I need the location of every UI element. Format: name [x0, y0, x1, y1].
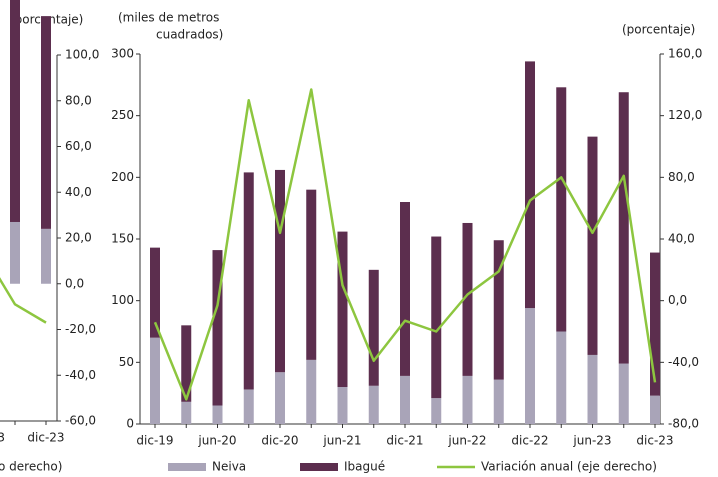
bar	[10, 0, 20, 222]
bar	[243, 389, 254, 424]
legend-swatch	[300, 463, 338, 471]
bar	[493, 379, 504, 424]
bar	[337, 231, 348, 387]
bar	[431, 236, 442, 399]
y2-tick-label: 60,0	[65, 139, 92, 153]
x-tick-label: dic-19	[136, 434, 173, 448]
bar	[150, 337, 160, 424]
bar	[306, 189, 317, 360]
bar	[618, 363, 629, 424]
y-tick-label: 50	[119, 355, 134, 369]
x-tick-label: jun-22	[447, 434, 486, 448]
bar	[181, 401, 192, 424]
bar	[462, 222, 473, 376]
y2-axis-label: (porcentaje)	[622, 23, 695, 37]
x-tick-label: dic-23	[636, 434, 673, 448]
bar	[10, 221, 20, 284]
bar	[212, 405, 223, 424]
y-tick-label: 200	[111, 170, 134, 184]
legend-label: o derecho)	[0, 460, 62, 474]
bar	[243, 172, 254, 390]
bar	[275, 169, 285, 373]
legend-label: Ibagué	[344, 460, 385, 474]
y2-tick-label: 120,0	[668, 108, 702, 122]
bar	[650, 252, 660, 396]
legend-label: Variación anual (eje derecho)	[481, 460, 657, 474]
y2-tick-label: 100,0	[65, 48, 99, 62]
x-tick-label: jun-20	[197, 434, 236, 448]
bar	[525, 308, 535, 424]
y2-tick-label: 160,0	[668, 47, 702, 61]
bar	[650, 395, 660, 424]
line	[0, 277, 47, 324]
bar	[400, 375, 410, 424]
bar	[181, 325, 192, 402]
x-tick-label: dic-20	[261, 434, 298, 448]
y-tick-label: 100	[111, 293, 134, 307]
bar	[400, 202, 410, 376]
bar	[368, 269, 379, 386]
y2-tick-label: 80,0	[668, 170, 695, 184]
y2-tick-label: 0,0	[65, 276, 84, 290]
bar	[493, 240, 504, 380]
y-tick-label: 300	[111, 47, 134, 61]
bar	[150, 247, 160, 338]
y2-tick-label: 0,0	[668, 293, 687, 307]
bar	[618, 92, 629, 364]
bar	[431, 398, 442, 424]
bar	[556, 87, 567, 332]
bar	[212, 250, 223, 406]
line	[153, 88, 657, 401]
y2-tick-label: 20,0	[65, 231, 92, 245]
bar	[525, 61, 535, 309]
x-tick-label: dic-22	[511, 434, 548, 448]
bar	[41, 16, 51, 229]
y-axis-label: (miles de metros	[118, 11, 219, 25]
y2-tick-label: 40,0	[668, 232, 695, 246]
bar	[556, 331, 567, 424]
y2-tick-label: -20,0	[65, 322, 96, 336]
bar	[368, 385, 379, 424]
x-tick-label: dic-23	[27, 431, 64, 445]
legend-label: Neiva	[212, 460, 246, 474]
legend-swatch	[168, 463, 206, 471]
y-tick-label: 150	[111, 232, 134, 246]
bar	[41, 228, 51, 284]
x-tick-label: 3	[0, 431, 5, 445]
y-axis-label: cuadrados)	[156, 28, 223, 42]
bar	[337, 387, 348, 424]
x-tick-label: jun-21	[322, 434, 361, 448]
bar	[462, 375, 473, 424]
y-tick-label: 0	[126, 417, 134, 431]
y2-tick-label: -40,0	[668, 355, 699, 369]
bar	[587, 354, 598, 424]
bar	[306, 359, 317, 424]
y2-tick-label: -60,0	[65, 414, 96, 428]
y2-tick-label: 40,0	[65, 185, 92, 199]
y2-tick-label: -80,0	[668, 417, 699, 431]
x-tick-label: jun-23	[572, 434, 611, 448]
bar	[275, 372, 285, 424]
y2-tick-label: -40,0	[65, 368, 96, 382]
x-tick-label: dic-21	[386, 434, 423, 448]
bar	[587, 136, 598, 355]
y2-tick-label: 80,0	[65, 93, 92, 107]
y-tick-label: 250	[111, 108, 134, 122]
